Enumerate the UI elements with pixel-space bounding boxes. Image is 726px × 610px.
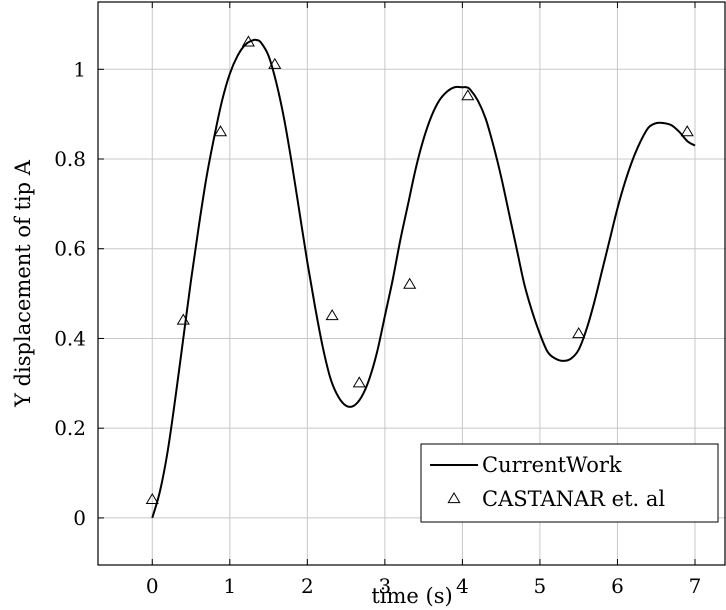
y-tick-label: 0.8 [54,147,86,171]
plot-frame [97,1,726,566]
series-line-currentwork [151,38,696,519]
grid [98,2,726,565]
tick-labels: 0 1 2 3 4 5 6 7 0 0.2 0.4 0.6 0.8 1 [54,57,701,598]
data-point-castanar [680,125,694,137]
y-tick-label: 0.6 [54,237,86,261]
x-tick-label: 6 [611,574,624,598]
data-point-castanar [352,376,366,388]
legend-box [420,443,719,523]
data-point-castanar [268,57,282,69]
x-tick-label: 7 [689,574,702,598]
data-point-castanar [461,89,475,101]
legend-label-castanar: CASTANAR et. al [482,487,665,511]
data-point-castanar [145,492,159,505]
data-point-castanar [325,309,339,321]
y-tick-label: 0.2 [54,416,86,440]
y-tick-label: 0.4 [54,326,86,350]
y-axis-label: Y displacement of tip A [11,159,35,408]
legend: CurrentWork CASTANAR et. al [420,443,719,523]
data-point-castanar [241,35,255,47]
x-tick-label: 5 [534,574,547,598]
x-tick-label: 4 [456,574,469,598]
y-tick-label: 1 [73,57,86,81]
legend-triangle-icon [447,492,461,504]
data-point-castanar [213,125,228,137]
data-point-castanar [572,326,586,339]
y-tick-label: 0 [73,506,86,530]
x-tick-label: 0 [146,574,159,598]
x-axis-label: time (s) [371,584,452,608]
data-point-castanar [403,277,417,289]
x-tick-label: 2 [301,574,314,598]
x-tick-label: 3 [378,574,391,598]
series-layer [145,35,696,519]
axis-ticks [98,2,696,565]
legend-label-currentwork: CurrentWork [482,453,622,477]
x-tick-label: 1 [223,574,236,598]
data-point-castanar [176,313,190,325]
